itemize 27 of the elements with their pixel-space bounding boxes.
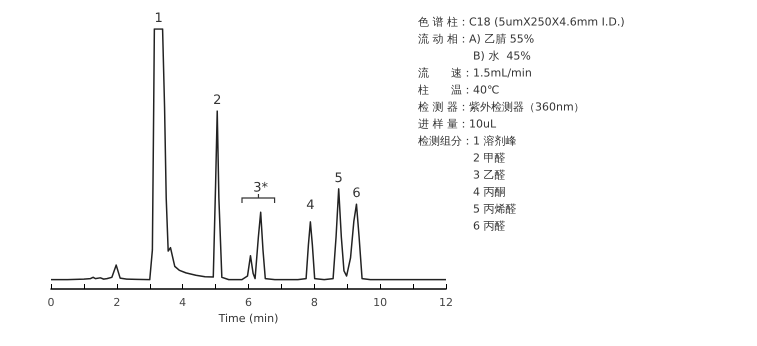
annotation: 1	[154, 11, 163, 26]
text: 2 甲醛	[473, 152, 506, 164]
text: 4 丙酮	[473, 186, 506, 198]
x-tick-label: 10	[373, 296, 388, 309]
annotation: 检测组分：1 溶剂峰	[418, 134, 516, 148]
x-tick-label: 4	[179, 296, 186, 309]
annotation: 进 样 量：10uL	[418, 118, 497, 130]
x-tick-label: 0	[48, 296, 54, 309]
annotation: 检 测 器：紫外检测器（360nm）	[418, 100, 585, 114]
text: 色 谱 柱：C18 (5umX250X4.6mm I.D.)	[418, 16, 625, 28]
text: 6 丙醛	[473, 220, 506, 232]
text: 3 乙醛	[473, 168, 506, 182]
annotation: 6	[352, 186, 361, 202]
annotation: 4	[306, 198, 315, 214]
annotation: 流 动 相：A) 乙腈 55%	[418, 32, 534, 46]
text: B) 水 45%	[473, 50, 531, 62]
annotation: 流 速：1.5mL/min	[418, 66, 532, 80]
annotation: 柱 温：40℃	[418, 84, 500, 96]
text: 5 丙烯醛	[473, 202, 516, 216]
x-tick-label: 6	[245, 296, 252, 309]
x-tick-label: 8	[310, 296, 318, 309]
annotation: 2	[213, 93, 222, 108]
x-tick-label: 2	[113, 296, 120, 309]
x-axis-title: Time (min)	[218, 312, 278, 325]
x-tick-label: 12	[439, 296, 453, 309]
annotation: 3*	[253, 180, 269, 196]
annotation: 5	[334, 170, 343, 186]
